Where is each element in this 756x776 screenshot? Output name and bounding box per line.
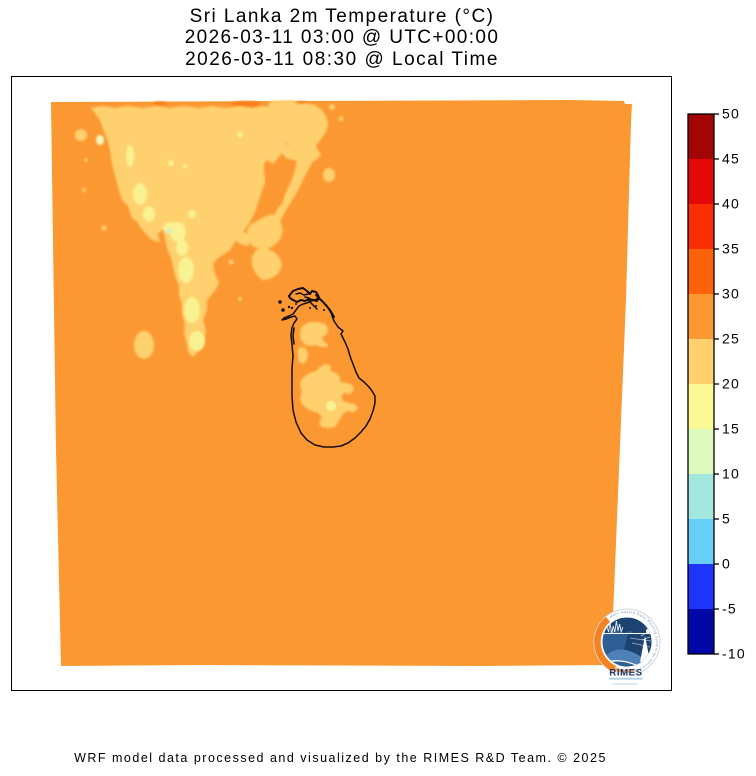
svg-text:20: 20 <box>722 376 740 392</box>
svg-text:40: 40 <box>722 196 740 212</box>
svg-text:-10: -10 <box>722 646 746 662</box>
svg-text:35: 35 <box>722 241 740 257</box>
svg-text:10: 10 <box>722 466 740 482</box>
svg-text:30: 30 <box>722 286 740 302</box>
svg-text:0: 0 <box>722 556 731 572</box>
svg-text:45: 45 <box>722 151 740 167</box>
svg-text:50: 50 <box>722 106 740 122</box>
svg-text:15: 15 <box>722 421 740 437</box>
svg-text:5: 5 <box>722 511 731 527</box>
svg-text:-5: -5 <box>722 601 737 617</box>
svg-text:25: 25 <box>722 331 740 347</box>
svg-text:RIMES: RIMES <box>609 668 642 679</box>
